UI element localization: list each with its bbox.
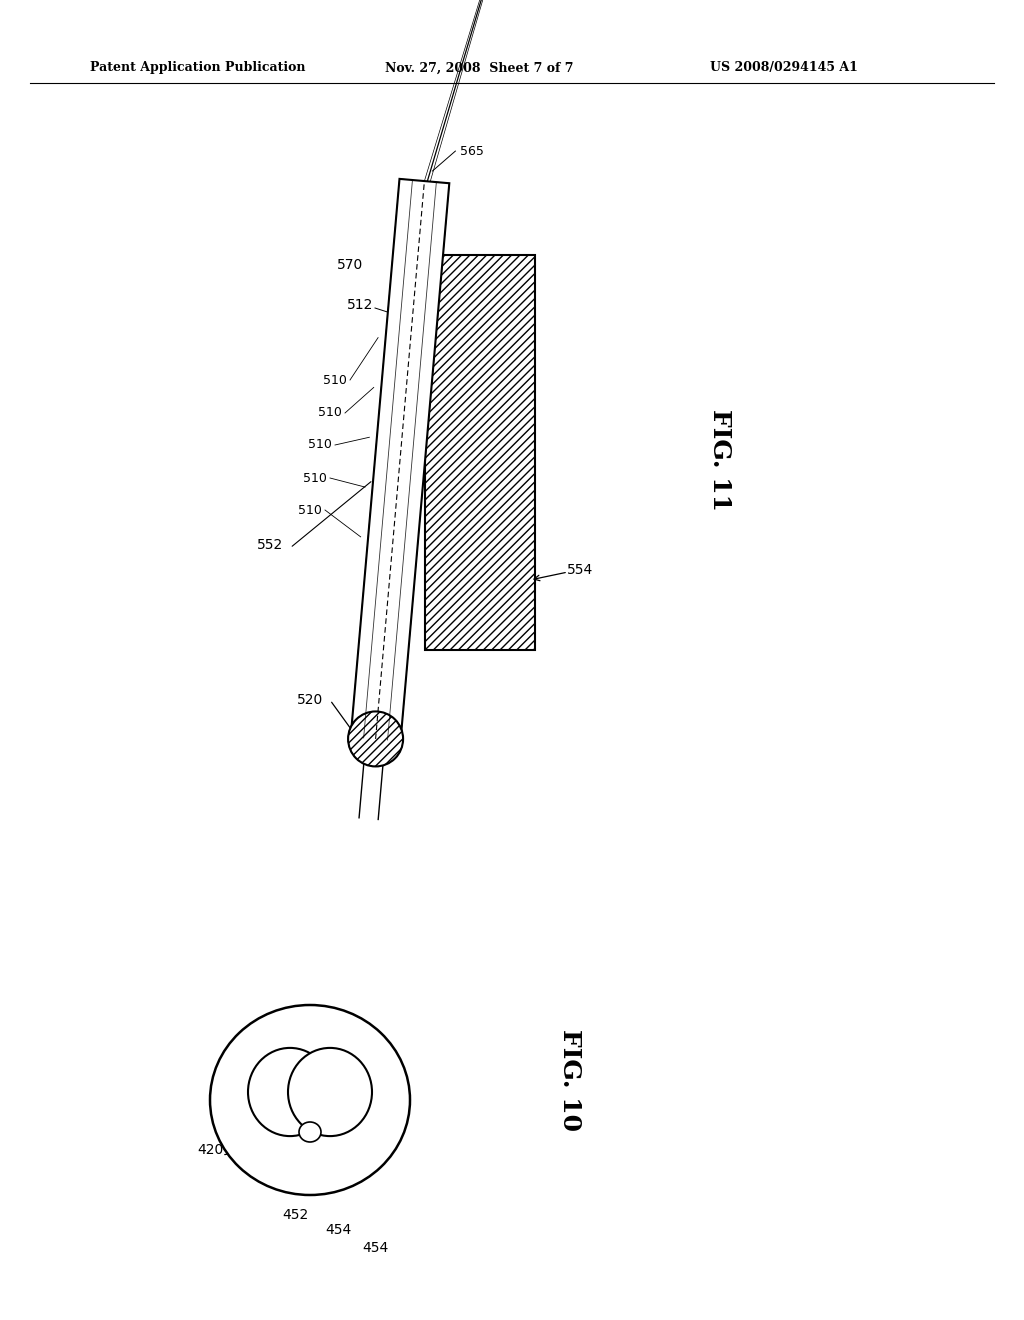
Text: 510: 510: [308, 438, 332, 451]
Text: 565: 565: [461, 145, 484, 157]
Text: FIG. 11: FIG. 11: [708, 409, 732, 511]
Ellipse shape: [248, 1048, 332, 1137]
Text: 570: 570: [337, 257, 364, 272]
Ellipse shape: [210, 1005, 410, 1195]
Text: 510: 510: [298, 503, 322, 516]
Text: 510: 510: [303, 471, 327, 484]
Ellipse shape: [288, 1048, 372, 1137]
Text: 510: 510: [323, 374, 347, 387]
Text: 454: 454: [361, 1241, 388, 1255]
Text: 512: 512: [347, 298, 373, 312]
FancyBboxPatch shape: [425, 255, 535, 649]
Polygon shape: [350, 180, 450, 741]
Text: 454: 454: [325, 1224, 351, 1237]
Text: 420: 420: [197, 1143, 223, 1158]
Text: 554: 554: [567, 564, 593, 577]
Polygon shape: [350, 180, 413, 738]
Polygon shape: [387, 182, 450, 741]
Text: Patent Application Publication: Patent Application Publication: [90, 62, 305, 74]
Text: 510: 510: [318, 407, 342, 420]
Ellipse shape: [299, 1122, 321, 1142]
Text: 552: 552: [257, 539, 283, 552]
Ellipse shape: [348, 711, 403, 767]
Text: 452: 452: [282, 1208, 308, 1222]
Text: US 2008/0294145 A1: US 2008/0294145 A1: [710, 62, 858, 74]
Text: 520: 520: [297, 693, 324, 708]
Text: FIG. 10: FIG. 10: [558, 1030, 582, 1131]
Text: Nov. 27, 2008  Sheet 7 of 7: Nov. 27, 2008 Sheet 7 of 7: [385, 62, 573, 74]
